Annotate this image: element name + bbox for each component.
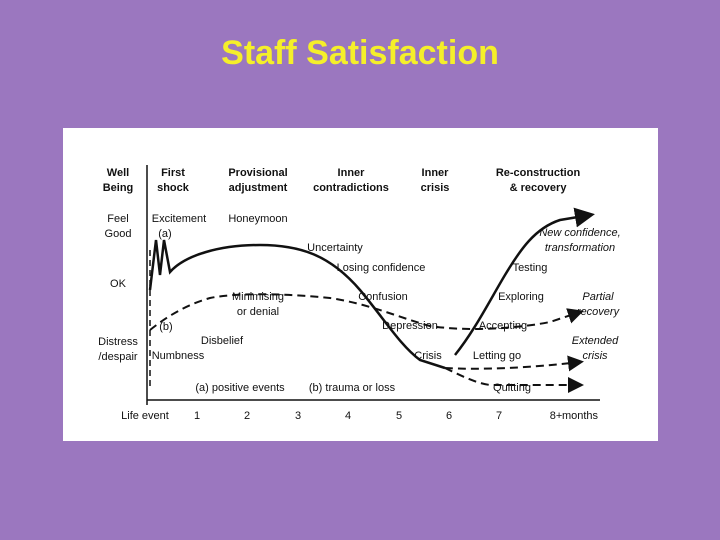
annotation: Excitement (152, 213, 206, 225)
x-tick-label: 5 (396, 410, 402, 422)
row-label: Distress (98, 336, 138, 348)
column-header: adjustment (229, 182, 288, 194)
x-axis-start: Life event (121, 410, 169, 422)
annotation: Losing confidence (337, 262, 426, 274)
annotation: Extended (572, 335, 619, 347)
annotation: Numbness (152, 350, 205, 362)
annotation: recovery (577, 306, 621, 318)
annotation: (a) positive events (195, 382, 285, 394)
annotation: Honeymoon (228, 213, 287, 225)
column-header: Provisional (228, 167, 287, 179)
x-tick-label: 2 (244, 410, 250, 422)
annotation: New confidence, (539, 227, 620, 239)
row-label: Feel (107, 213, 128, 225)
x-tick-label: 4 (345, 410, 351, 422)
column-header: & recovery (510, 182, 568, 194)
annotation: Uncertainty (307, 242, 363, 254)
column-header: Inner (338, 167, 366, 179)
figure-background (63, 128, 658, 441)
annotation: transformation (545, 242, 615, 254)
x-axis-unit: months (562, 410, 599, 422)
annotation: or denial (237, 306, 279, 318)
column-header: Re-construction (496, 167, 581, 179)
curves (146, 165, 600, 405)
annotation: Testing (513, 262, 548, 274)
x-tick-label: 7 (496, 410, 502, 422)
column-header: Being (103, 182, 134, 194)
column-header: crisis (421, 182, 450, 194)
annotation: Depression (382, 320, 438, 332)
annotation: Disbelief (201, 335, 244, 347)
column-header: shock (157, 182, 190, 194)
annotation: (a) (158, 228, 171, 240)
annotation: (b) (159, 321, 172, 333)
annotation: Crisis (414, 350, 442, 362)
annotation: Accepting (479, 320, 527, 332)
column-header: First (161, 167, 185, 179)
annotation: crisis (582, 350, 608, 362)
annotation: Minimising (232, 291, 284, 303)
annotation: Partial (582, 291, 614, 303)
column-header: Well (107, 167, 129, 179)
annotation: Confusion (358, 291, 408, 303)
column-header: Inner (422, 167, 450, 179)
row-label: OK (110, 278, 127, 290)
x-tick-label: 1 (194, 410, 200, 422)
x-tick-label: 3 (295, 410, 301, 422)
x-tick-label: 8+ (550, 410, 563, 422)
annotation: (b) trauma or loss (309, 382, 396, 394)
annotation: Exploring (498, 291, 544, 303)
column-header: contradictions (313, 182, 389, 194)
slide-title: Staff Satisfaction (221, 34, 499, 72)
annotation: Letting go (473, 350, 521, 362)
row-label: Good (105, 228, 132, 240)
annotation: Quitting (493, 382, 531, 394)
x-tick-label: 6 (446, 410, 452, 422)
row-label: /despair (98, 351, 137, 363)
